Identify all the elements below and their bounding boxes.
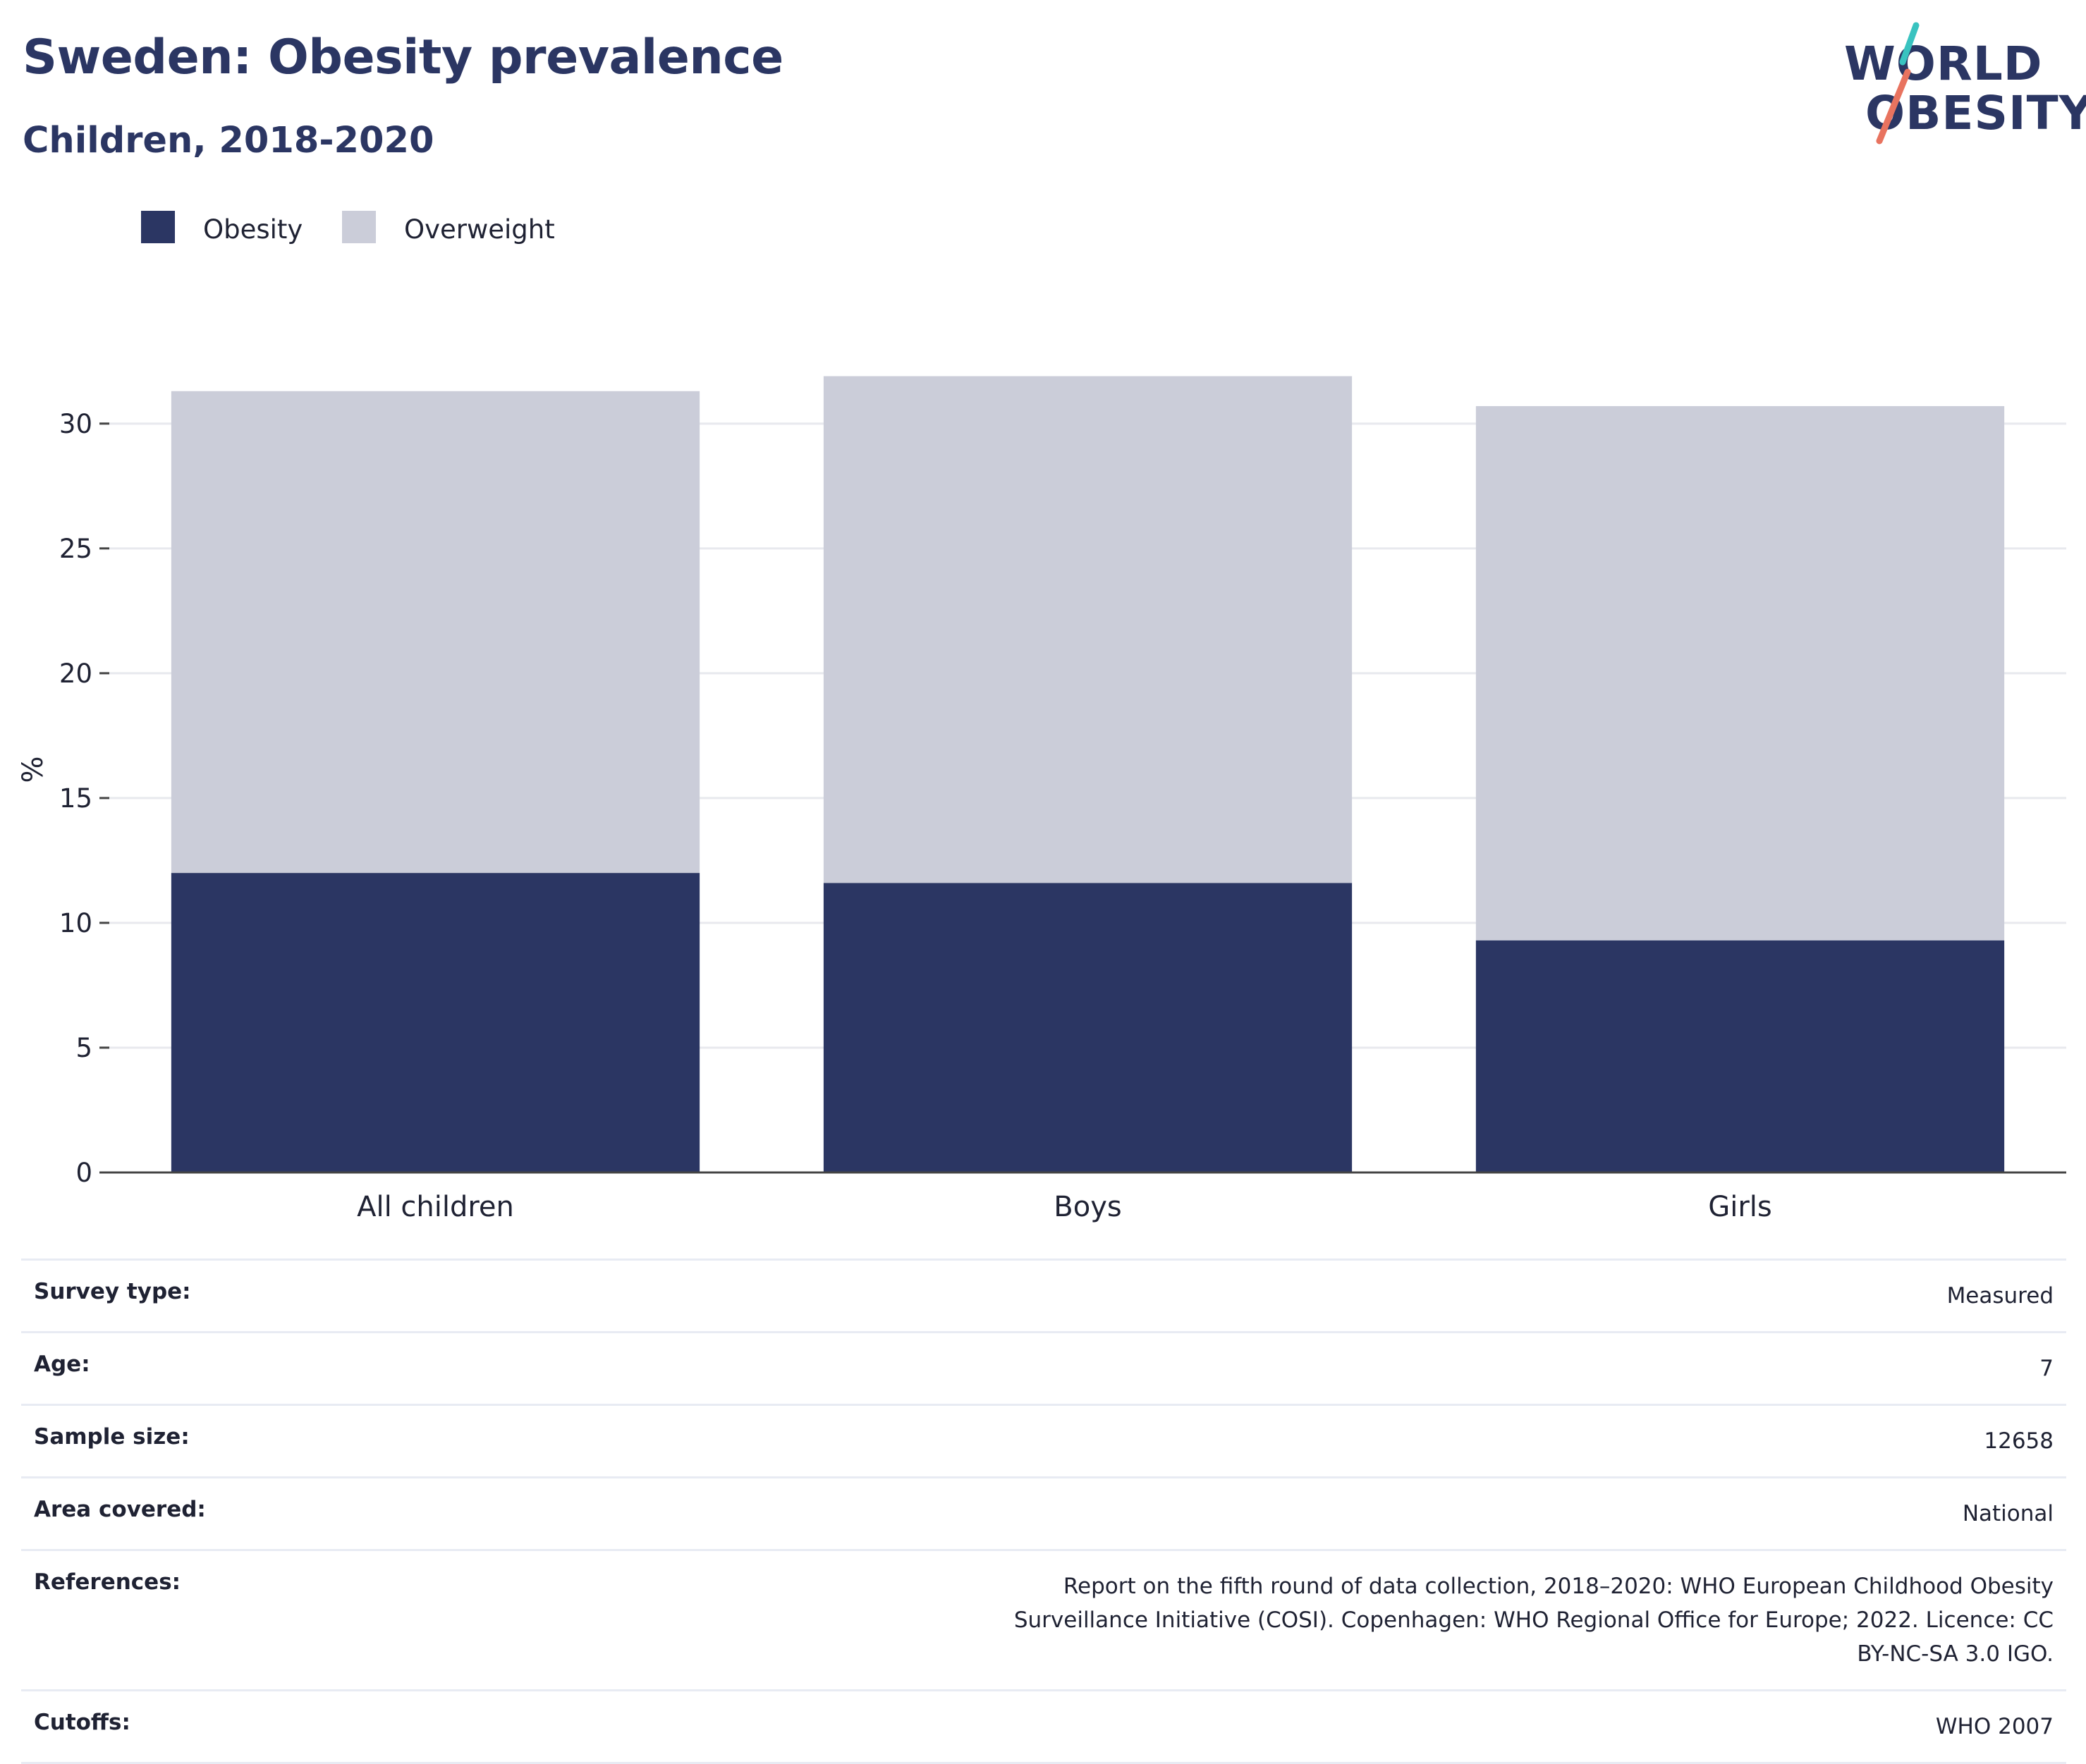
logo-slash-icon <box>1876 22 1920 145</box>
bar-overweight-all-children[interactable] <box>171 391 700 874</box>
y-tick-label: 20 <box>59 659 92 689</box>
legend-swatch-overweight <box>342 211 376 243</box>
x-category-label: Girls <box>1708 1191 1772 1223</box>
info-value: National <box>1962 1501 2054 1526</box>
y-tick-label: 5 <box>75 1033 92 1063</box>
stacked-bar-chart: 0 5 10 15 20 25 30 All children Boys Girls % <box>17 376 2066 1223</box>
info-value: Report on the fifth round of data collec… <box>1013 1574 2054 1667</box>
legend-label-obesity: Obesity <box>203 214 303 245</box>
world-obesity-logo: WORLD OBESITY <box>1837 20 2086 150</box>
info-row-survey-type: Survey type: Measured <box>21 1259 2066 1333</box>
chart-title: Sweden: Obesity prevalence <box>23 30 783 85</box>
y-tick-label: 25 <box>59 534 92 564</box>
bar-obesity-boys[interactable] <box>823 883 1353 1172</box>
bar-overweight-boys[interactable] <box>823 376 1353 883</box>
logo-line-2: OBESITY <box>1865 86 2086 140</box>
info-key: Cutoffs: <box>34 1710 130 1735</box>
bars <box>171 376 2005 1172</box>
bar-overweight-girls[interactable] <box>1475 406 2005 941</box>
info-row-sample-size: Sample size: 12658 <box>21 1404 2066 1478</box>
x-category-label: Boys <box>1054 1191 1121 1223</box>
info-key: References: <box>34 1569 181 1595</box>
logo-line-1: WORLD <box>1844 37 2043 91</box>
info-value: WHO 2007 <box>1935 1714 2054 1739</box>
survey-info-table: Survey type: Measured Age: 7 Sample size… <box>21 1258 2066 1764</box>
x-axis-labels: All children Boys Girls <box>357 1191 1772 1223</box>
y-tick-label: 15 <box>59 783 92 814</box>
info-value: Measured <box>1946 1283 2054 1309</box>
info-value: 12658 <box>1984 1428 2054 1454</box>
chart-subtitle: Children, 2018-2020 <box>23 120 434 161</box>
info-key: Survey type: <box>34 1279 191 1304</box>
bar-obesity-all-children[interactable] <box>171 873 700 1172</box>
info-value: 7 <box>2039 1356 2054 1381</box>
info-key: Age: <box>34 1352 90 1377</box>
info-key: Area covered: <box>34 1497 206 1522</box>
info-row-age: Age: 7 <box>21 1332 2066 1405</box>
legend-swatch-obesity <box>141 211 175 243</box>
legend-label-overweight: Overweight <box>404 214 555 245</box>
y-tick-label: 10 <box>59 908 92 938</box>
bar-obesity-girls[interactable] <box>1475 940 2005 1172</box>
info-row-references: References: Report on the fifth round of… <box>21 1550 2066 1691</box>
info-row-cutoffs: Cutoffs: WHO 2007 <box>21 1690 2066 1763</box>
y-axis-title: % <box>17 756 49 783</box>
info-row-area-covered: Area covered: National <box>21 1477 2066 1550</box>
y-axis-ticks: 0 5 10 15 20 25 30 <box>59 409 109 1188</box>
info-key: Sample size: <box>34 1424 190 1450</box>
y-tick-label: 30 <box>59 409 92 439</box>
y-tick-label: 0 <box>75 1158 92 1188</box>
x-category-label: All children <box>357 1191 514 1223</box>
